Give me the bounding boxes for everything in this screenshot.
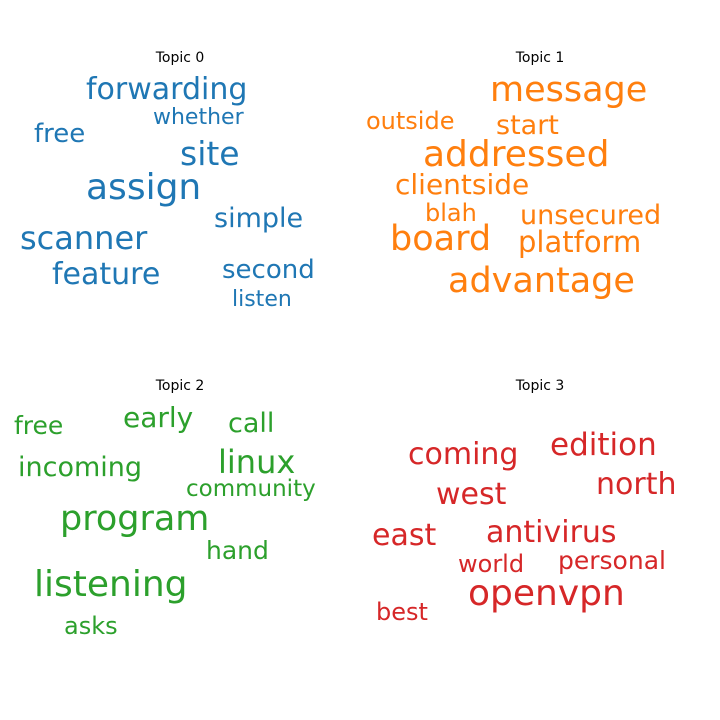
topic-0-word-simple: simple [214, 203, 304, 234]
topic-1-word-clientside: clientside [395, 168, 530, 201]
topic-2-word-free: free [14, 411, 64, 440]
topic-3-word-west: west [436, 477, 507, 512]
topic-3-word-world: world [458, 550, 525, 578]
topic-0-word-listen: listen [232, 287, 292, 312]
topic-3-word-edition: edition [550, 427, 657, 463]
topic-0-word-assign: assign [86, 167, 202, 208]
topic-2-word-asks: asks [64, 612, 118, 640]
topic-1-word-platform: platform [518, 225, 642, 259]
topic-2-word-hand: hand [206, 536, 269, 565]
topic-0-word-feature: feature [52, 257, 161, 292]
topic-2-panel: Topic 2 free early call incoming linux commun… [0, 328, 360, 688]
topic-3-word-north: north [596, 467, 677, 502]
topic-2-title: Topic 2 [155, 378, 205, 394]
topic-3-word-best: best [376, 598, 428, 626]
topic-1-word-blah: blah [425, 199, 477, 227]
topic-3-word-coming: coming [408, 437, 519, 472]
topic-1-word-unsecured: unsecured [520, 200, 662, 231]
topic-1-panel: Topic 1 message outside start addressed clie… [360, 0, 720, 360]
topic-0-word-whether: whether [153, 105, 244, 130]
topic-2-word-listening: listening [34, 564, 188, 605]
topic-2-word-incoming: incoming [18, 452, 143, 483]
topic-0-word-forwarding: forwarding [86, 72, 248, 107]
topic-3-word-east: east [372, 518, 437, 553]
topic-3-word-antivirus: antivirus [486, 515, 617, 550]
topic-1-word-addressed: addressed [423, 134, 610, 175]
topic-1-title: Topic 1 [515, 50, 565, 66]
topic-3-word-personal: personal [558, 546, 666, 575]
topic-0-word-scanner: scanner [20, 219, 148, 257]
topic-2-word-early: early [123, 401, 194, 434]
topic-0-word-free: free [34, 119, 86, 149]
topic-2-word-call: call [228, 408, 275, 439]
topic-1-word-board: board [390, 219, 492, 259]
topic-2-word-community: community [186, 476, 316, 502]
topic-1-word-advantage: advantage [448, 261, 635, 301]
topic-1-word-start: start [496, 110, 559, 141]
topic-0-panel: Topic 0 forwarding whether free site assign s… [0, 0, 360, 360]
topic-1-word-outside: outside [366, 107, 455, 135]
topic-2-word-linux: linux [218, 443, 296, 481]
topic-3-word-openvpn: openvpn [468, 573, 625, 614]
topic-0-word-site: site [180, 134, 240, 173]
topic-3-panel: Topic 3 edition coming north west east antivi… [360, 328, 720, 688]
topic-1-word-message: message [490, 70, 648, 110]
topic-0-word-second: second [222, 255, 315, 285]
topic-2-word-program: program [60, 499, 210, 539]
topic-0-title: Topic 0 [155, 50, 205, 66]
topic-3-title: Topic 3 [515, 378, 565, 394]
